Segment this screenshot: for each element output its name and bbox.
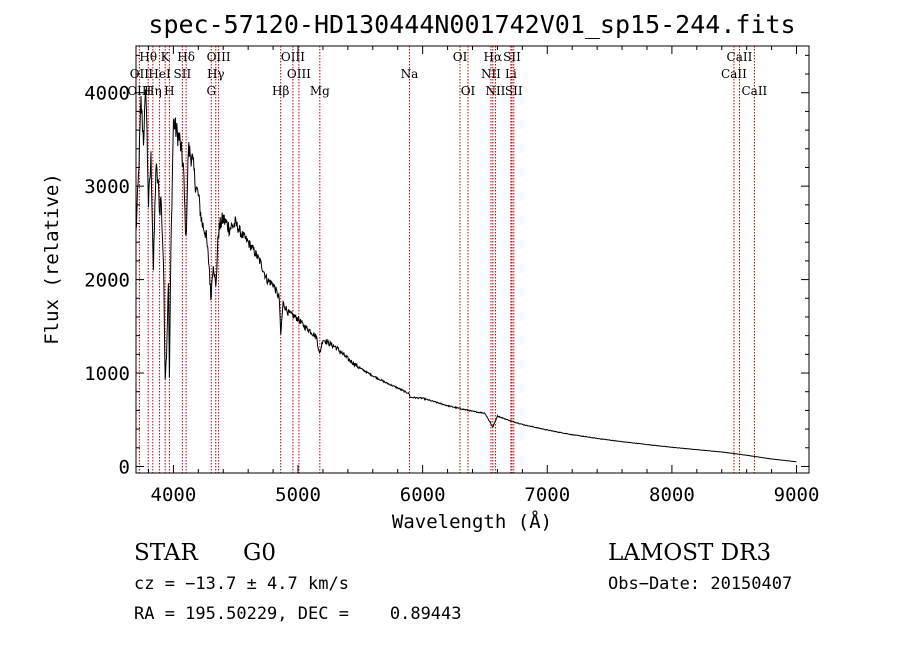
line-marker-label: H <box>164 84 174 98</box>
coordinates: RA = 195.50229, DEC = 0.89443 <box>134 604 462 624</box>
line-marker-label: Hδ <box>177 50 195 64</box>
line-marker-label: OIII <box>207 50 231 64</box>
x-axis-label: Wavelength (Å) <box>392 510 552 533</box>
y-tick-label: 1000 <box>84 363 130 385</box>
line-marker-label: Hβ <box>272 84 289 98</box>
x-tick-label: 4000 <box>151 484 197 506</box>
y-tick-label: 3000 <box>84 176 130 198</box>
line-marker-label: Li <box>505 67 517 81</box>
line-marker-label: OI <box>461 84 476 98</box>
line-marker-label: NII <box>485 84 505 98</box>
line-marker-label: NII <box>481 67 501 81</box>
line-marker-label: Hγ <box>207 67 225 81</box>
y-tick-label: 0 <box>119 456 130 478</box>
x-tick-label: 9000 <box>774 484 820 506</box>
redshift-velocity: cz = −13.7 ± 4.7 km/s <box>134 574 349 594</box>
x-tick-label: 7000 <box>524 484 570 506</box>
line-marker-label: SII <box>174 67 192 81</box>
spectrum-line <box>135 89 797 463</box>
line-marker-label: OI <box>453 50 468 64</box>
x-axis-ticks: 4000 5000 6000 7000 8000 9000 <box>147 46 820 506</box>
line-marker-label: CaII <box>721 67 747 81</box>
line-marker-label: SII <box>503 50 521 64</box>
line-marker-label: SII <box>505 84 523 98</box>
object-class: STAR <box>134 540 198 566</box>
line-marker-label: Hθ <box>139 50 157 64</box>
x-tick-label: 8000 <box>649 484 695 506</box>
line-marker-label: Hα <box>484 50 503 64</box>
y-axis-label: Flux (relative) <box>41 173 63 345</box>
line-marker-label: CaII <box>741 84 767 98</box>
x-tick-label: 6000 <box>400 484 446 506</box>
line-marker-label: Mg <box>310 84 330 98</box>
line-marker-label: HeI <box>148 67 171 81</box>
observation-date: Obs−Date: 20150407 <box>608 574 792 594</box>
line-marker-label: K <box>161 50 171 64</box>
plot-frame <box>135 45 810 474</box>
line-marker-label: Na <box>401 67 419 81</box>
chart-title: spec-57120-HD130444N001742V01_sp15-244.f… <box>148 10 795 39</box>
line-marker-label: Hη <box>144 84 162 98</box>
y-tick-label: 4000 <box>84 83 130 105</box>
y-tick-label: 2000 <box>84 270 130 292</box>
line-marker-label: OIII <box>281 50 305 64</box>
line-marker-label: G <box>206 84 216 98</box>
line-marker-label: CaII <box>727 50 753 64</box>
y-axis-ticks: 0 1000 2000 3000 4000 <box>84 54 809 478</box>
x-tick-label: 5000 <box>275 484 321 506</box>
line-markers <box>138 46 755 473</box>
object-subclass: G0 <box>243 540 276 566</box>
survey-name: LAMOST DR3 <box>608 540 771 566</box>
line-marker-label: OIII <box>287 67 311 81</box>
